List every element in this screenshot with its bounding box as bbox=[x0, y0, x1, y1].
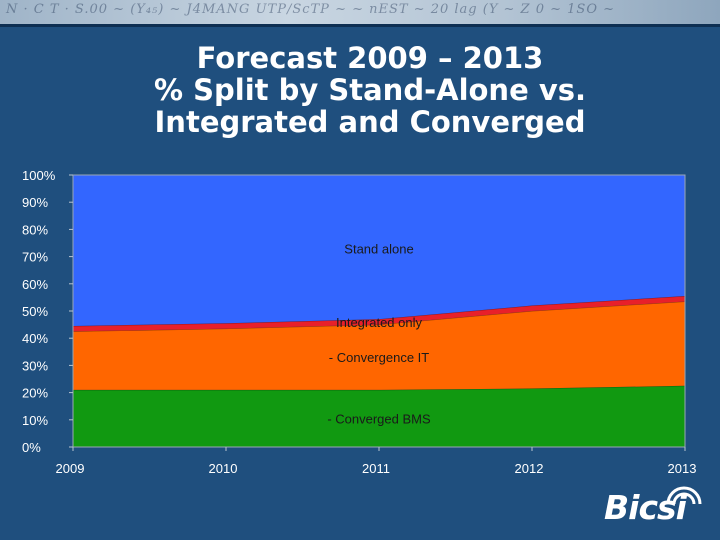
y-tick-label: 70% bbox=[22, 250, 48, 265]
stacked-area-chart: 0% 10% 20% 30% 40% 50% 60% 70% 80% 90% 100% 2009 201… bbox=[22, 168, 697, 476]
title-line-1: Forecast 2009 – 2013 bbox=[196, 41, 544, 75]
x-tick-label: 2013 bbox=[668, 461, 697, 476]
slide-title: Forecast 2009 – 2013 % Split by Stand-Al… bbox=[0, 42, 720, 138]
y-tick-label: 90% bbox=[22, 195, 48, 210]
series-label-integrated-only: Integrated only bbox=[336, 315, 423, 330]
title-line-2: % Split by Stand-Alone vs. bbox=[153, 73, 587, 107]
x-tick-label: 2011 bbox=[362, 461, 390, 476]
x-tick-label: 2012 bbox=[515, 461, 544, 476]
bicsi-logo: Bicsi bbox=[604, 488, 687, 527]
y-tick-label: 0% bbox=[22, 440, 41, 455]
series-label-stand-alone: Stand alone bbox=[344, 241, 413, 256]
series-label-convergence-it: - Convergence IT bbox=[329, 350, 429, 365]
y-tick-label: 20% bbox=[22, 386, 48, 401]
header-banner: N · C T · S.00 ~ (Y₄₅) ~ J4MANG UTP/ScTP… bbox=[0, 0, 720, 24]
x-tick-label: 2010 bbox=[209, 461, 238, 476]
y-tick-label: 60% bbox=[22, 277, 48, 292]
y-tick-label: 10% bbox=[22, 413, 48, 428]
area-convergence-it bbox=[73, 301, 685, 390]
title-line-3: Integrated and Converged bbox=[154, 105, 586, 139]
y-tick-label: 30% bbox=[22, 358, 48, 373]
y-tick-label: 50% bbox=[22, 304, 48, 319]
y-tick-label: 80% bbox=[22, 222, 48, 237]
area-stand-alone bbox=[73, 175, 685, 326]
header-scribble: N · C T · S.00 ~ (Y₄₅) ~ J4MANG UTP/ScTP… bbox=[6, 2, 616, 17]
x-tick-label: 2009 bbox=[56, 461, 85, 476]
header-divider bbox=[0, 24, 720, 27]
logo-arc-icon bbox=[666, 486, 702, 505]
y-tick-label: 100% bbox=[22, 168, 56, 183]
y-tick-label: 40% bbox=[22, 331, 48, 346]
area-converged-bms bbox=[73, 385, 685, 447]
area-integrated-only bbox=[73, 296, 685, 332]
series-label-converged-bms: - Converged BMS bbox=[327, 411, 431, 426]
